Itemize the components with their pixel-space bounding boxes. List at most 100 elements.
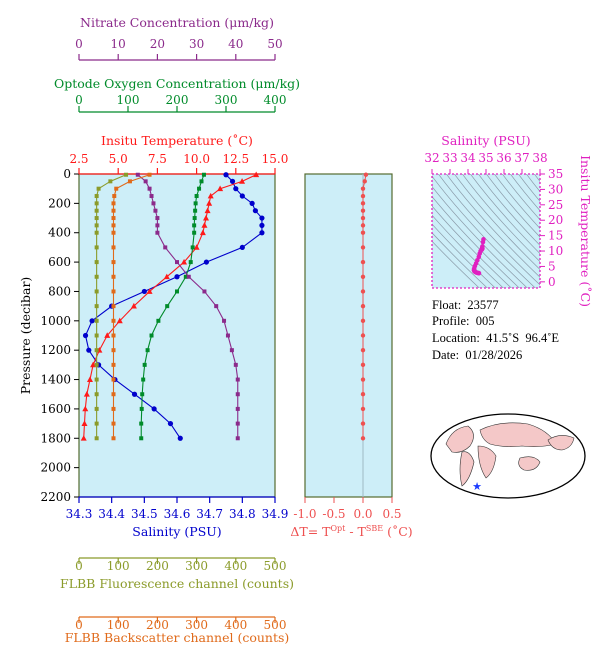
backscatter-point [114,186,119,191]
fluorescence-point [94,230,99,235]
oxygen-tick-label: 0 [75,93,83,107]
delta-point [360,223,366,228]
backscatter-point [111,260,116,265]
ts-temperature-tick-label: 20 [548,213,563,227]
delta-point [360,215,366,221]
temperature-point [253,171,260,178]
pressure-tick-label: 400 [48,226,71,240]
salinity-point [229,178,236,184]
nitrate-point [149,194,154,199]
delta-point [360,318,366,324]
delta-point [360,208,366,213]
oxygen-point [192,230,197,235]
delta-tick-label: -0.5 [322,507,345,521]
salinity-point [177,435,183,441]
oxygen-point [183,274,188,279]
density-contour [432,195,520,288]
nitrate-point [202,289,207,294]
nitrate-point [143,179,148,184]
backscatter-tick-label: 200 [146,618,169,632]
density-contour [432,223,496,288]
salinity-point [174,274,180,280]
backscatter-point [111,230,116,235]
density-contour [461,174,540,263]
map-land [477,445,497,479]
nitrate-point [163,245,168,250]
backscatter-tick-label: 300 [185,618,208,632]
temperature-axis-title: Insitu Temperature (˚C) [101,133,253,148]
info-location: Location: 41.5˚S 96.4˚E [432,331,560,345]
backscatter-point [111,223,116,228]
delta-point [360,289,366,294]
ts-temperature-tick-label: 0 [548,275,556,289]
nitrate-point [235,392,240,397]
ts-salinity-axis-title: Salinity (PSU) [441,133,530,148]
temperature-tick-label: 15.0 [262,152,289,166]
density-contour [533,174,540,183]
nitrate-point [235,377,240,382]
fluorescence-point [94,216,99,221]
ts-salinity-tick-label: 35 [478,151,493,165]
fluorescence-tick-label: 0 [75,559,83,573]
delta-point [360,377,366,382]
ts-salinity-tick-label: 32 [424,151,439,165]
info-float: Float: 23577 [432,298,499,312]
ts-salinity-tick-label: 38 [532,151,547,165]
salinity-point [82,332,89,339]
salinity-point [259,230,265,236]
ts-salinity-tick-label: 36 [496,151,511,165]
density-contour [517,174,540,202]
delta-axis-title: ΔT= TOpt - TSBE (˚C) [290,524,412,539]
density-contour [432,232,488,288]
salinity-point [239,193,245,199]
density-contour [493,174,540,230]
salinity-point [151,406,157,412]
oxygen-point [145,348,150,353]
delta-point [360,362,366,368]
ts-temperature-tick-label: 10 [548,244,563,258]
backscatter-point [111,304,116,309]
nitrate-tick-label: 30 [189,37,204,51]
density-contour [432,240,480,288]
fluorescence-tick-label: 200 [146,559,169,573]
salinity-point [131,391,138,397]
density-contour [469,174,540,255]
temperature-tick-label: 2.5 [69,152,88,166]
backscatter-tick-label: 500 [264,618,287,632]
backscatter-point [147,172,152,177]
salinity-point [259,222,265,228]
density-contour [501,174,540,221]
density-contour [445,174,540,278]
temperature-point [83,391,90,397]
fluorescence-tick-label: 300 [185,559,208,573]
oxygen-point [140,392,145,397]
delta-point [360,392,366,397]
backscatter-point [112,194,117,199]
nitrate-point [225,333,230,338]
map-land [479,422,557,447]
temperature-point [163,273,170,280]
backscatter-point [111,333,116,338]
salinity-tick-label: 34.7 [196,507,223,521]
temperature-point [217,185,224,192]
oxygen-point [192,223,197,228]
delta-point [362,179,367,184]
salinity-point [252,208,258,214]
fluorescence-point [94,274,99,279]
map-land [459,451,475,487]
temperature-point [86,376,93,382]
pressure-tick-label: 2200 [40,490,71,504]
density-contours [432,174,540,288]
temperature-tick-label: 7.5 [148,152,167,166]
oxygen-point [165,304,170,309]
oxygen-point [175,289,179,294]
fluorescence-point [94,421,99,426]
nitrate-tick-label: 40 [228,37,243,51]
pressure-tick-label: 1200 [40,343,71,357]
delta-point [360,193,366,199]
salinity-tick-label: 34.8 [229,507,256,521]
delta-point [360,303,366,309]
salinity-point [259,215,265,221]
fluorescence-tick-label: 400 [224,559,247,573]
